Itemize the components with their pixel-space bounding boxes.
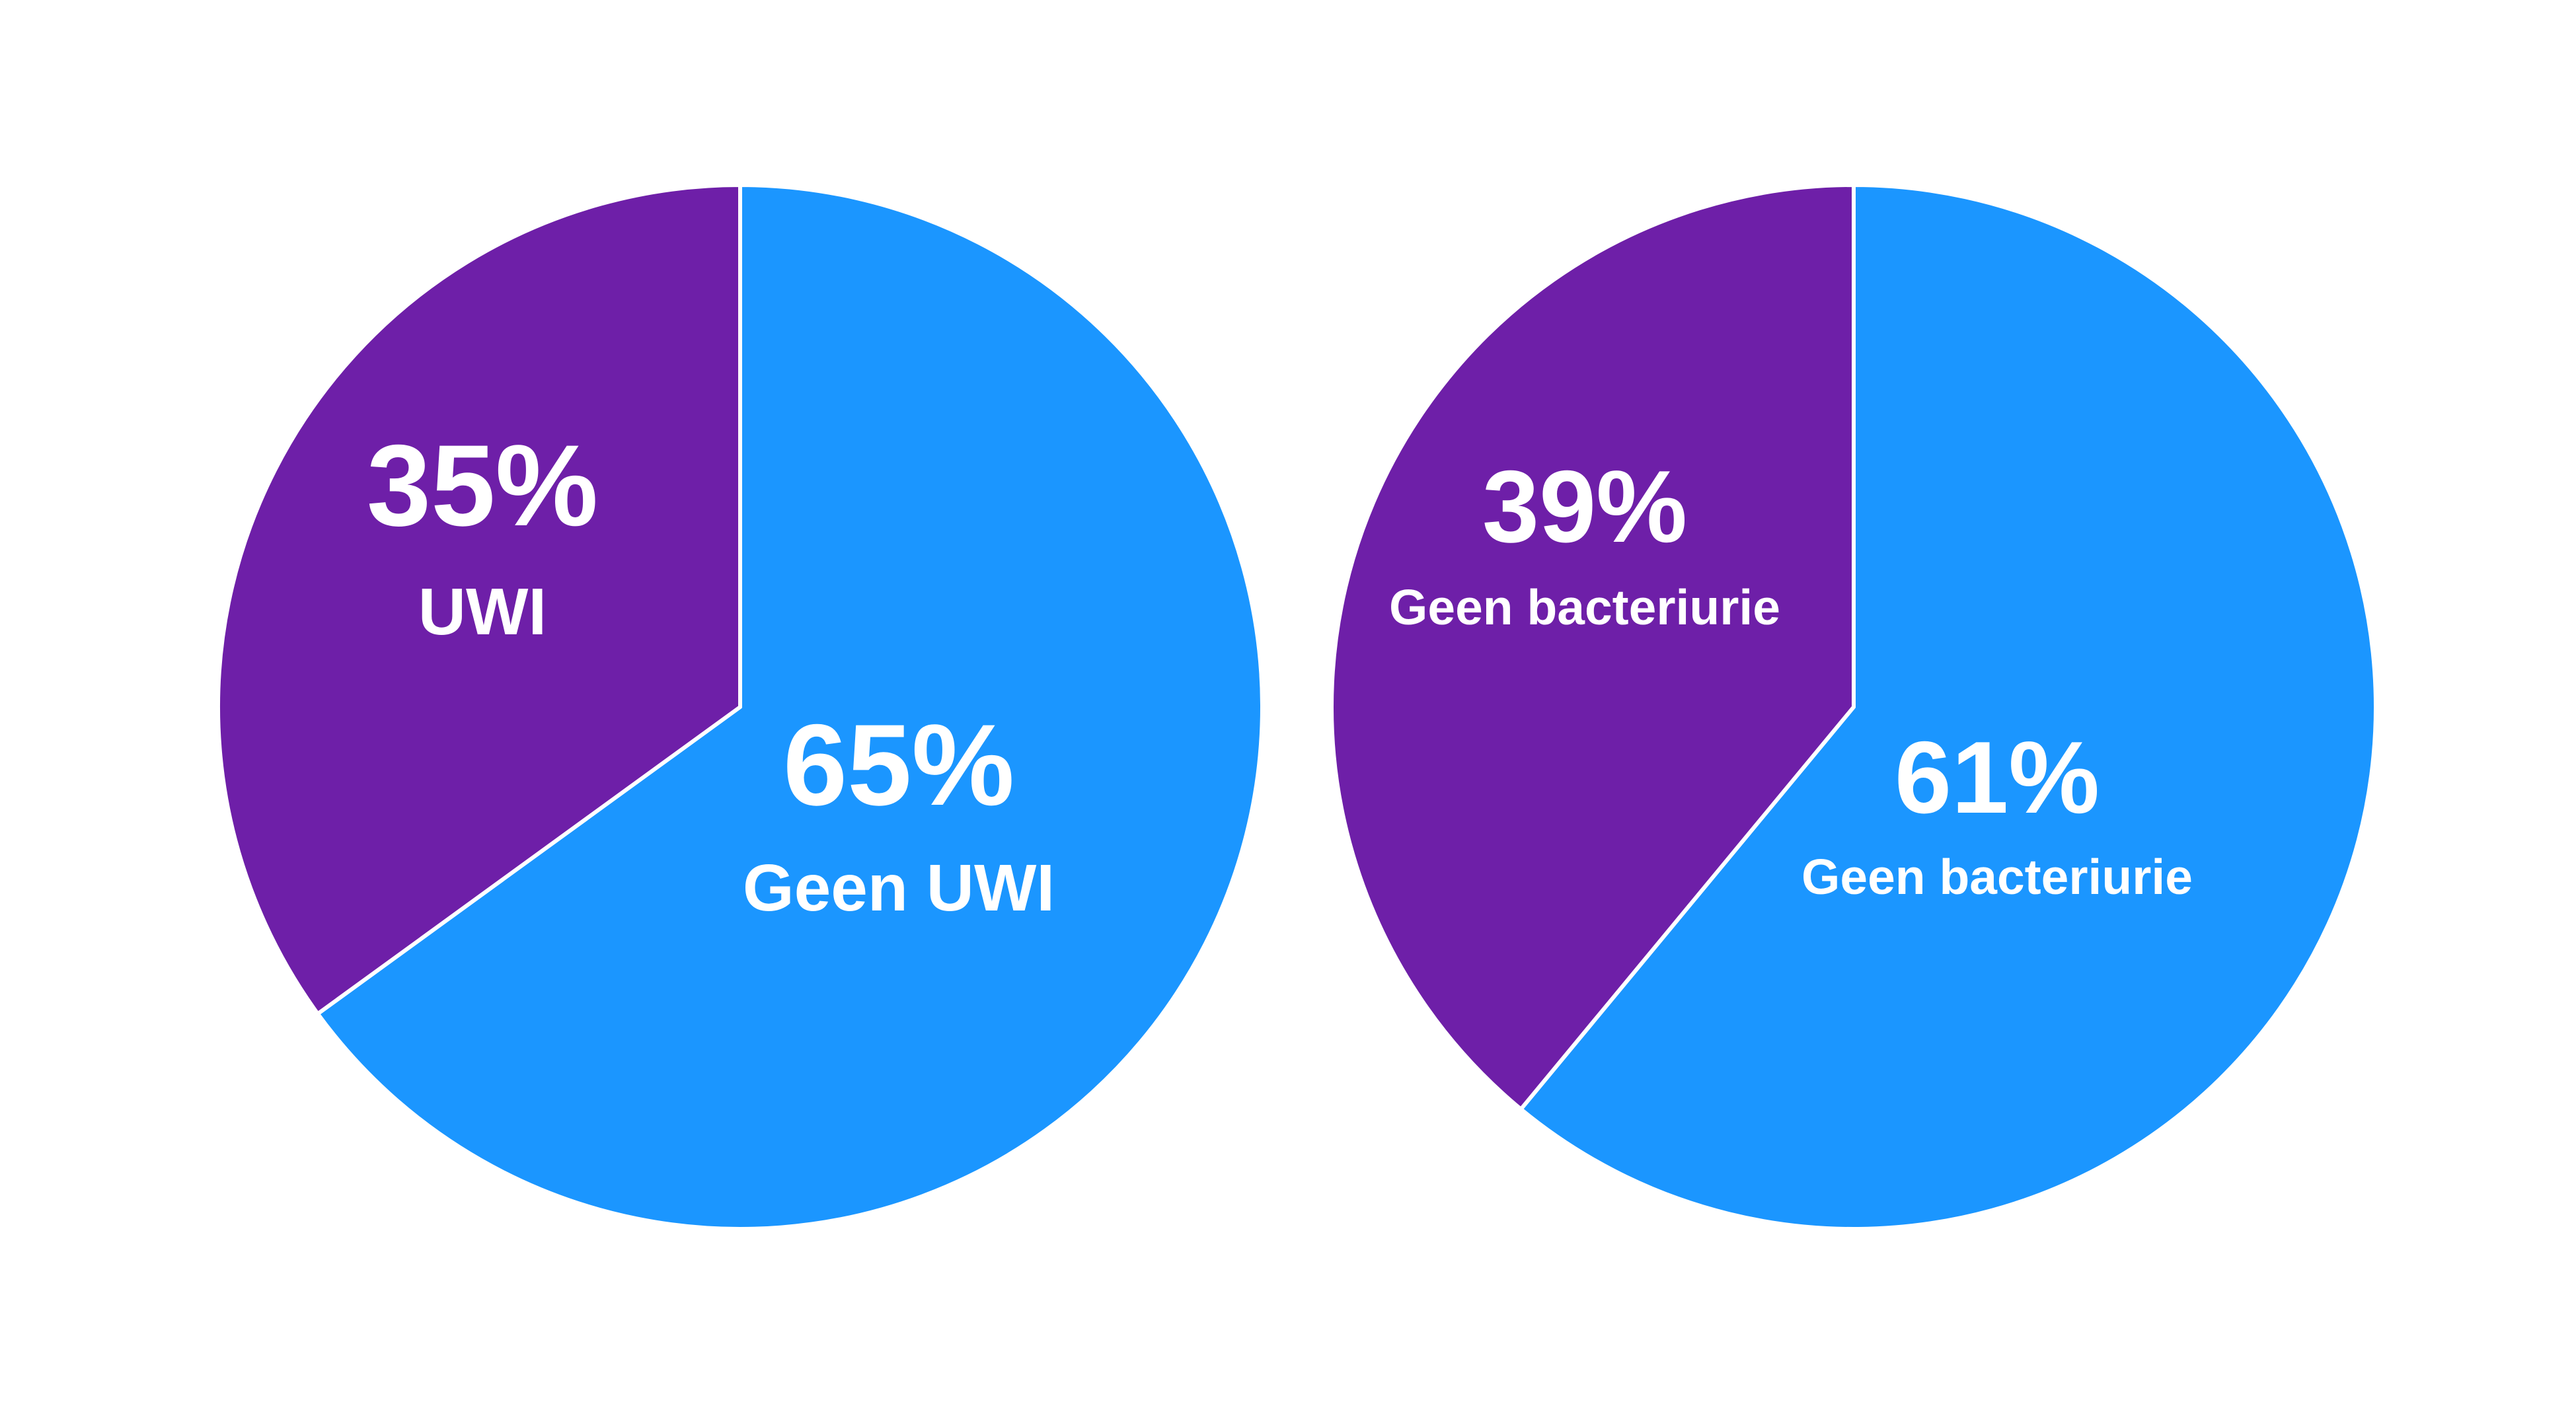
pie-2-slice-1-category-label: Geen bacteriurie — [1801, 849, 2193, 905]
pie-chart-2: 61% Geen bacteriurie 39% Geen bacteriurie — [1330, 183, 2378, 1231]
pie-2-slice-1 — [1519, 183, 2378, 1231]
pie-2-slice-2-percent-label: 39% — [1482, 449, 1687, 564]
pie-1-slice-2-category-label: UWI — [418, 575, 547, 649]
pie-1-slice-1-category-label: Geen UWI — [743, 851, 1055, 925]
pie-1-slice-1-percent-label: 65% — [783, 701, 1014, 830]
pie-chart-1: 65% Geen UWI 35% UWI — [216, 183, 1264, 1231]
pie-1-slice-1 — [315, 183, 1264, 1231]
pie-1-slice-2 — [216, 183, 742, 1016]
pie-1-slice-2-percent-label: 35% — [367, 422, 598, 550]
pie-2-slice-2-category-label: Geen bacteriurie — [1389, 579, 1780, 635]
pie-2-slice-1-percent-label: 61% — [1895, 720, 2100, 834]
pie-2-slice-2 — [1330, 183, 1856, 1111]
